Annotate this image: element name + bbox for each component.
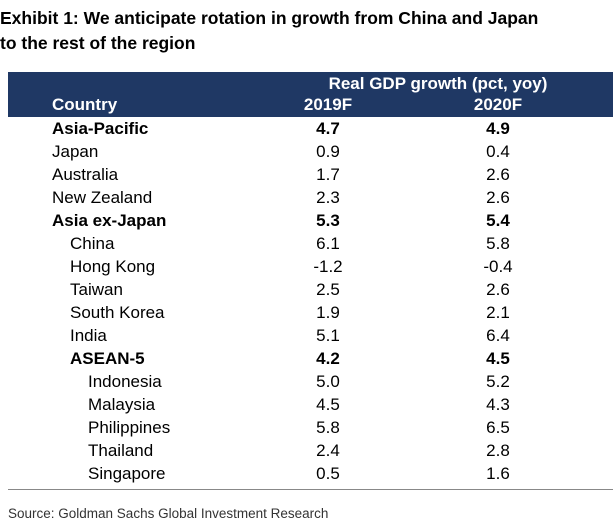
country-name: Taiwan bbox=[70, 280, 123, 299]
table-row: Hong Kong -1.2 -0.4 bbox=[8, 255, 613, 278]
country-name: ASEAN-5 bbox=[70, 349, 145, 368]
country-name: South Korea bbox=[70, 303, 165, 322]
gdp-2019f-value: 4.7 bbox=[316, 119, 340, 138]
gdp-2019f-value: -1.2 bbox=[313, 257, 343, 276]
gdp-2019f-value: 2.4 bbox=[316, 441, 340, 460]
gdp-2020f-value: 2.6 bbox=[486, 280, 510, 299]
country-name: China bbox=[70, 234, 115, 253]
gdp-2020f-value: 0.4 bbox=[486, 142, 510, 161]
gdp-2019f-value: 1.9 bbox=[316, 303, 340, 322]
gdp-2020f-value: 4.5 bbox=[486, 349, 510, 368]
table-body: Asia-Pacific 4.7 4.9 Japan 0.9 0.4 Australia 1.… bbox=[8, 117, 613, 485]
country-name: Malaysia bbox=[88, 395, 156, 414]
header-year-2019: 2019F bbox=[303, 95, 353, 114]
gdp-2020f-value: 2.8 bbox=[486, 441, 510, 460]
table-row: Australia 1.7 2.6 bbox=[8, 163, 613, 186]
table-row: Malaysia 4.5 4.3 bbox=[8, 393, 613, 416]
country-name: Australia bbox=[52, 165, 119, 184]
gdp-2020f-value: 4.3 bbox=[486, 395, 510, 414]
country-name: Asia ex-Japan bbox=[52, 211, 167, 230]
exhibit-title-line-1: Exhibit 1: We anticipate rotation in gro… bbox=[0, 8, 539, 28]
table-row: Japan 0.9 0.4 bbox=[8, 140, 613, 163]
table-row: Asia ex-Japan 5.3 5.4 bbox=[8, 209, 613, 232]
table-row: Thailand 2.4 2.8 bbox=[8, 439, 613, 462]
table-row: Asia-Pacific 4.7 4.9 bbox=[8, 117, 613, 140]
gdp-2020f-value: 6.4 bbox=[486, 326, 510, 345]
country-name: Japan bbox=[52, 142, 99, 161]
header-year-2020: 2020F bbox=[473, 95, 523, 114]
gdp-2019f-value: 5.3 bbox=[316, 211, 340, 230]
gdp-2020f-value: 5.2 bbox=[486, 372, 510, 391]
gdp-2019f-value: 0.9 bbox=[316, 142, 340, 161]
gdp-2019f-value: 4.2 bbox=[316, 349, 340, 368]
gdp-2020f-value: 6.5 bbox=[486, 418, 510, 437]
table-row: Singapore 0.5 1.6 bbox=[8, 462, 613, 485]
country-name: India bbox=[70, 326, 107, 345]
exhibit-title: Exhibit 1: We anticipate rotation in gro… bbox=[0, 6, 613, 56]
country-name: Philippines bbox=[88, 418, 171, 437]
gdp-2019f-value: 5.1 bbox=[316, 326, 340, 345]
table-row: India 5.1 6.4 bbox=[8, 324, 613, 347]
gdp-2020f-value: 5.8 bbox=[486, 234, 510, 253]
table-row: Taiwan 2.5 2.6 bbox=[8, 278, 613, 301]
country-name: Thailand bbox=[88, 441, 154, 460]
gdp-2020f-value: 5.4 bbox=[486, 211, 510, 230]
gdp-2019f-value: 5.8 bbox=[316, 418, 340, 437]
country-name: Asia-Pacific bbox=[52, 119, 149, 138]
gdp-2019f-value: 2.3 bbox=[316, 188, 340, 207]
header-country: Country bbox=[52, 95, 118, 114]
gdp-2019f-value: 1.7 bbox=[316, 165, 340, 184]
exhibit-title-line-2: to the rest of the region bbox=[0, 33, 196, 53]
country-name: New Zealand bbox=[52, 188, 153, 207]
gdp-2020f-value: 2.1 bbox=[486, 303, 510, 322]
gdp-2019f-value: 2.5 bbox=[316, 280, 340, 299]
gdp-2020f-value: 2.6 bbox=[486, 188, 510, 207]
gdp-2019f-value: 5.0 bbox=[316, 372, 340, 391]
table-row: China 6.1 5.8 bbox=[8, 232, 613, 255]
table-row: Indonesia 5.0 5.2 bbox=[8, 370, 613, 393]
country-name: Hong Kong bbox=[70, 257, 156, 276]
table-row: New Zealand 2.3 2.6 bbox=[8, 186, 613, 209]
table-row: Philippines 5.8 6.5 bbox=[8, 416, 613, 439]
divider bbox=[8, 489, 613, 490]
gdp-2019f-value: 4.5 bbox=[316, 395, 340, 414]
source-note: Source: Goldman Sachs Global Investment … bbox=[8, 506, 329, 521]
gdp-2020f-value: 1.6 bbox=[486, 464, 510, 483]
table-header: Real GDP growth (pct, yoy) Country 2019F… bbox=[8, 72, 613, 117]
header-group-label: Real GDP growth (pct, yoy) bbox=[328, 74, 548, 93]
country-name: Singapore bbox=[88, 464, 166, 483]
gdp-2019f-value: 0.5 bbox=[316, 464, 340, 483]
table-row: ASEAN-5 4.2 4.5 bbox=[8, 347, 613, 370]
country-name: Indonesia bbox=[88, 372, 162, 391]
table-row: South Korea 1.9 2.1 bbox=[8, 301, 613, 324]
gdp-2019f-value: 6.1 bbox=[316, 234, 340, 253]
gdp-2020f-value: -0.4 bbox=[483, 257, 513, 276]
gdp-2020f-value: 4.9 bbox=[486, 119, 510, 138]
gdp-2020f-value: 2.6 bbox=[486, 165, 510, 184]
